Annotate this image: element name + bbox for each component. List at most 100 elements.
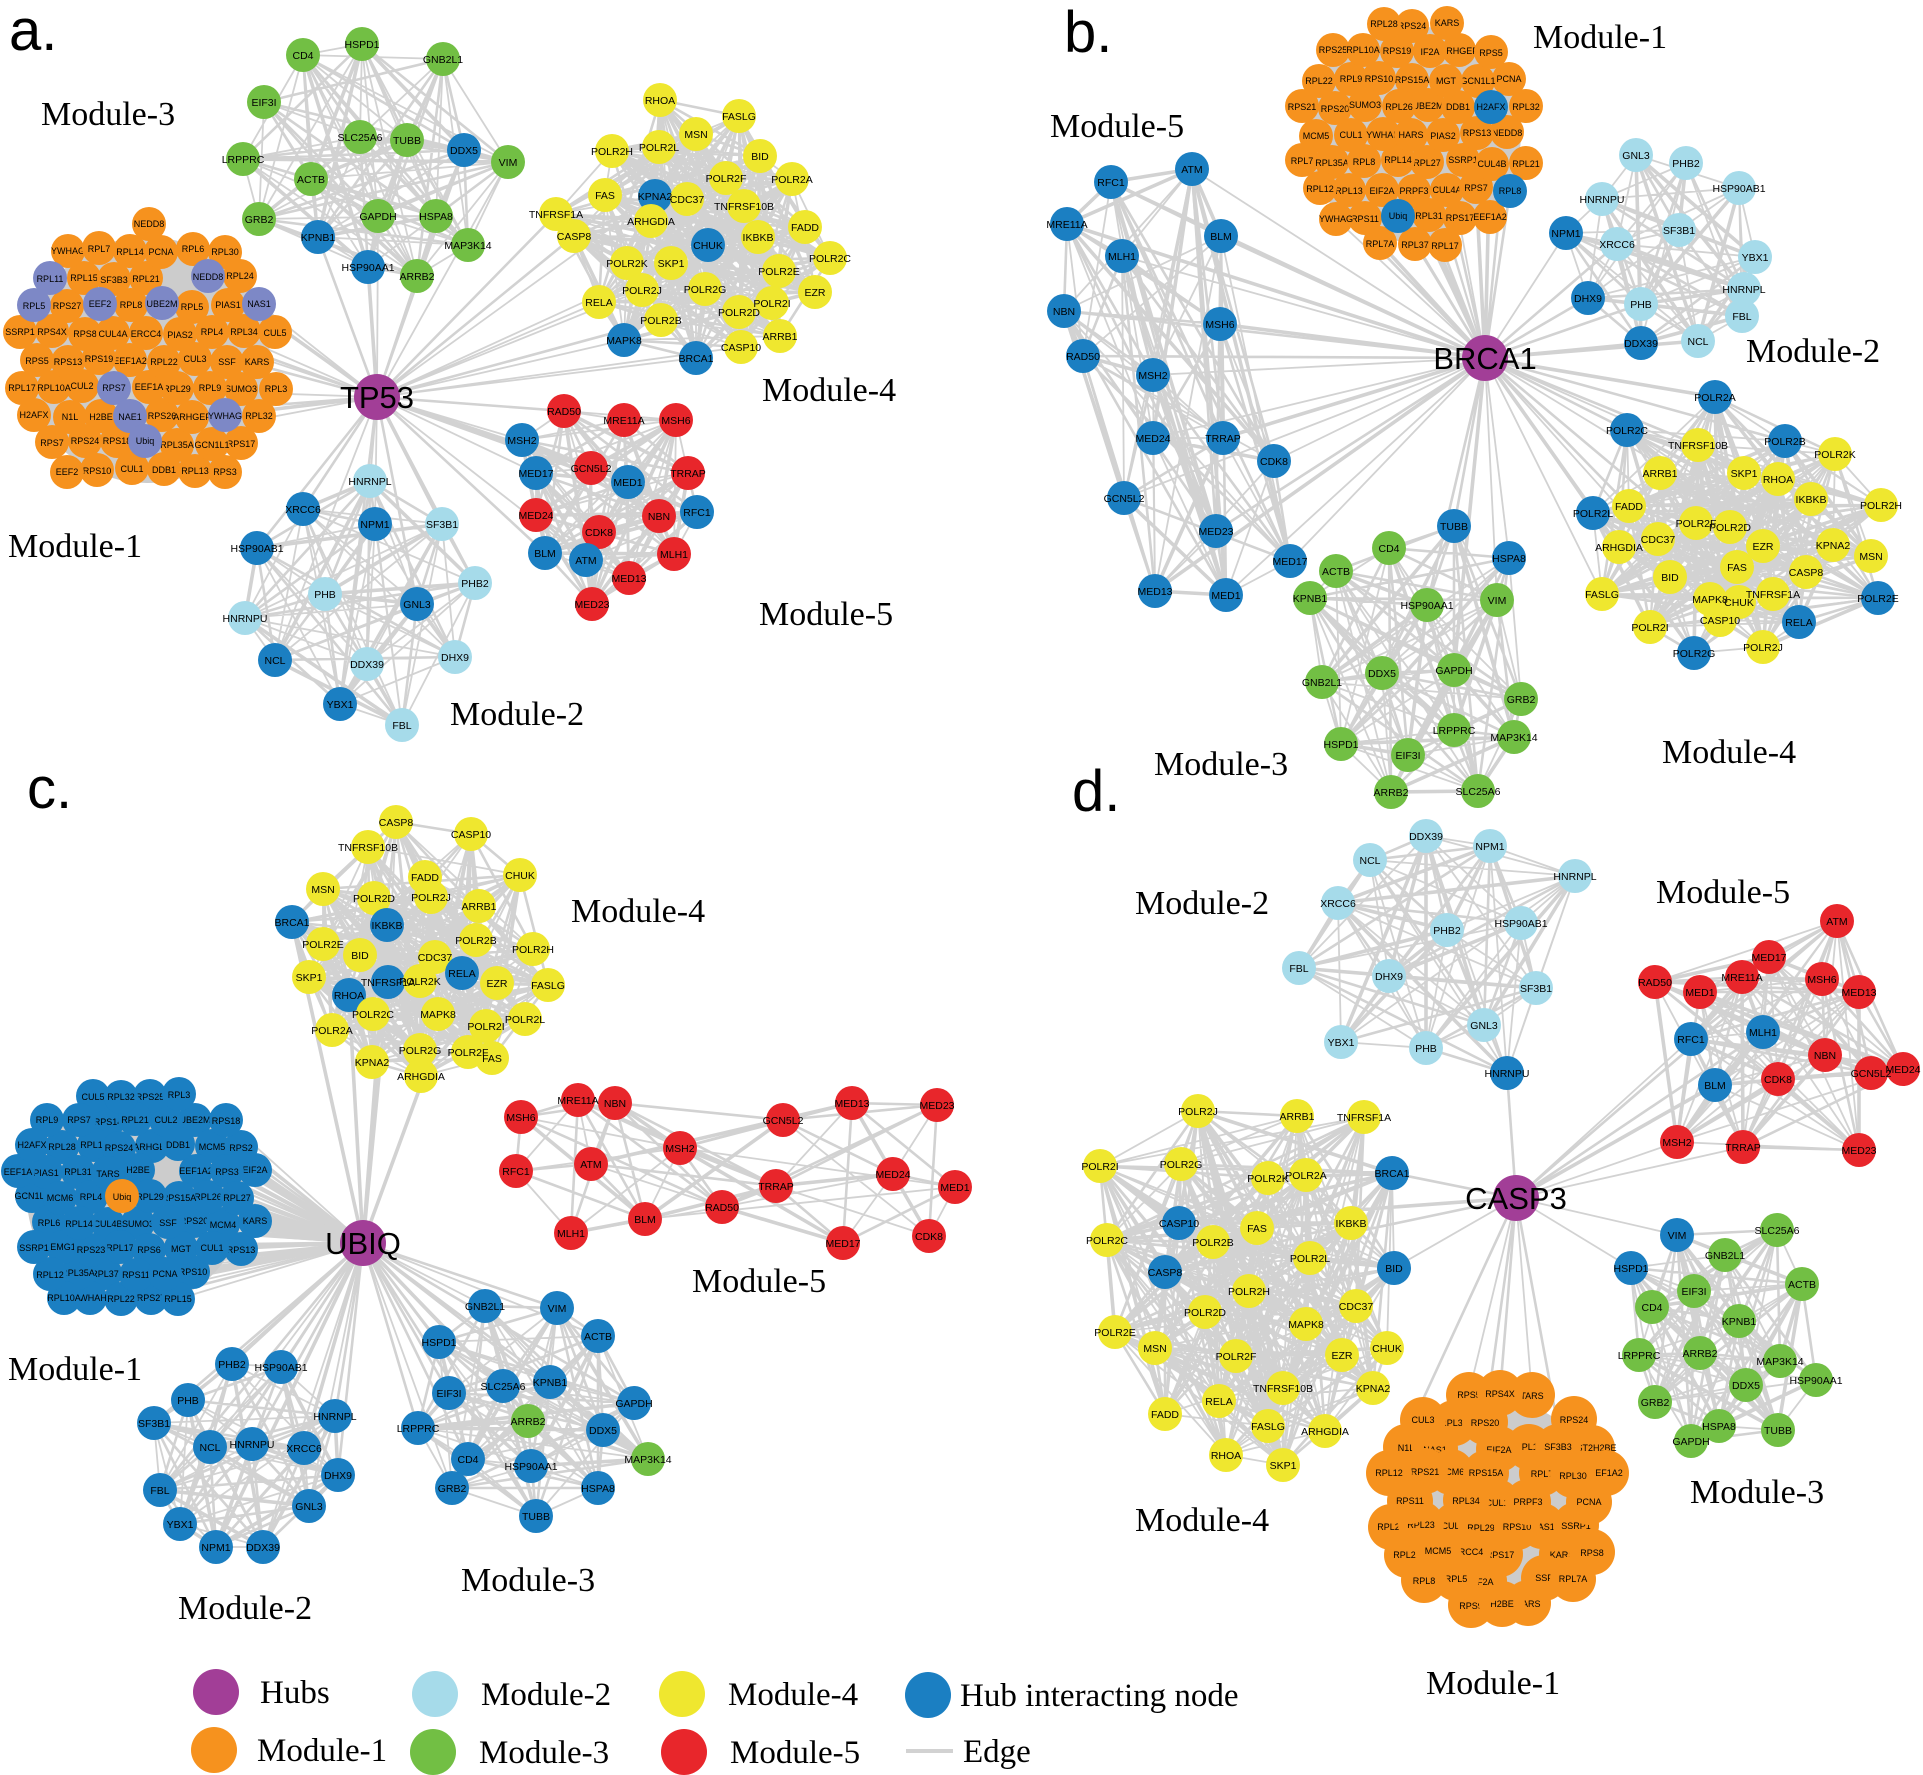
svg-text:IF2A: IF2A [1474,1577,1493,1587]
svg-text:TNFRSF10B: TNFRSF10B [1668,440,1728,452]
svg-text:EZR: EZR [487,978,508,990]
svg-text:RPS13: RPS13 [54,357,83,367]
svg-text:POLR2H: POLR2H [512,944,554,956]
svg-text:MGT: MGT [1436,76,1456,86]
svg-text:RPL30: RPL30 [211,247,239,257]
svg-text:RPL29: RPL29 [163,384,191,394]
svg-text:KARS: KARS [1435,18,1460,28]
svg-text:POLR2K: POLR2K [1814,449,1855,461]
svg-text:HSP90AA1: HSP90AA1 [341,262,394,274]
svg-text:GCN1L1: GCN1L1 [194,440,229,450]
svg-text:N1L: N1L [62,412,79,422]
svg-text:UBE2M: UBE2M [1412,101,1443,111]
svg-text:MRE11A: MRE11A [1046,219,1087,231]
svg-text:IKBKB: IKBKB [372,920,403,932]
svg-text:Edge: Edge [963,1734,1031,1770]
svg-text:POLR2C: POLR2C [1606,425,1648,437]
svg-text:YBX1: YBX1 [327,699,354,711]
svg-text:GNL3: GNL3 [403,599,431,611]
svg-text:FAS: FAS [482,1053,502,1065]
svg-text:DDB1: DDB1 [152,465,176,475]
svg-text:KPNB1: KPNB1 [533,1377,568,1389]
svg-text:HSPA8: HSPA8 [1492,553,1526,565]
svg-text:RAD50: RAD50 [1066,351,1100,363]
svg-text:RPL8: RPL8 [1353,157,1376,167]
svg-text:FADD: FADD [1615,501,1643,513]
svg-text:RPL17: RPL17 [1431,241,1459,251]
svg-text:PCNA: PCNA [148,247,173,257]
svg-text:TUBB: TUBB [522,1511,550,1523]
svg-text:RPL10A: RPL10A [37,383,71,393]
svg-text:CDK8: CDK8 [585,527,613,539]
svg-text:ATM: ATM [580,1159,601,1171]
svg-text:EEF1A2: EEF1A2 [113,356,147,366]
svg-text:POLR2L: POLR2L [639,142,679,154]
svg-text:MLH1: MLH1 [1108,251,1136,263]
svg-text:CHUK: CHUK [505,870,535,882]
svg-text:POLR2J: POLR2J [622,285,662,297]
svg-text:SLC25A6: SLC25A6 [338,132,383,144]
svg-text:BID: BID [351,950,369,962]
svg-text:DDX5: DDX5 [589,1425,617,1437]
svg-text:NBN: NBN [604,1098,626,1110]
svg-text:SUMO3: SUMO3 [1349,100,1381,110]
svg-text:SSRP1: SSRP1 [19,1243,49,1253]
svg-text:ARHGDIA: ARHGDIA [627,216,675,228]
svg-text:EEF2: EEF2 [56,467,79,477]
svg-text:GAPDH: GAPDH [359,211,396,223]
svg-text:NCL: NCL [1359,855,1380,867]
svg-text:NEDD8: NEDD8 [1492,128,1523,138]
svg-text:NAS1: NAS1 [247,299,271,309]
svg-text:TUBB: TUBB [1440,521,1468,533]
svg-text:RPL17: RPL17 [8,383,36,393]
svg-text:GNB2L1: GNB2L1 [1705,1250,1745,1262]
svg-text:RPL32: RPL32 [1512,102,1540,112]
svg-text:H2AFX: H2AFX [17,1140,46,1150]
svg-text:RPL13: RPL13 [181,466,209,476]
svg-text:RPL34: RPL34 [230,327,258,337]
svg-text:RPS27: RPS27 [53,301,82,311]
svg-text:NEDD8: NEDD8 [193,272,224,282]
svg-text:RELA: RELA [1205,1396,1232,1408]
svg-text:ARHGEF: ARHGEF [173,412,211,422]
svg-text:EEF1A2: EEF1A2 [179,1166,213,1176]
svg-text:VIM: VIM [499,157,518,169]
svg-text:PIAS2: PIAS2 [167,330,193,340]
svg-text:RPS19: RPS19 [85,354,114,364]
svg-text:Module-5: Module-5 [692,1263,826,1300]
svg-text:MED17: MED17 [1751,952,1786,964]
svg-text:EEF2: EEF2 [89,299,112,309]
svg-text:Ubiq: Ubiq [113,1192,132,1202]
svg-text:SSF: SSF [1535,1573,1553,1583]
svg-text:Module-4: Module-4 [1662,734,1796,771]
svg-text:MSN: MSN [1143,1343,1166,1355]
svg-text:GRB2: GRB2 [1641,1397,1670,1409]
svg-text:MED1: MED1 [940,1182,969,1194]
svg-text:FADD: FADD [791,222,819,234]
svg-text:RPL12: RPL12 [36,1270,64,1280]
svg-text:SF3B3: SF3B3 [100,275,128,285]
svg-text:PRPF3: PRPF3 [1399,186,1428,196]
svg-text:MED24: MED24 [1135,433,1170,445]
svg-text:RPL15: RPL15 [70,273,98,283]
svg-text:RPS25: RPS25 [136,1092,165,1102]
svg-text:RPS5: RPS5 [1479,48,1503,58]
svg-text:RPL3: RPL3 [168,1090,191,1100]
svg-text:MRE11A: MRE11A [603,415,644,427]
svg-text:H2BE: H2BE [126,1165,150,1175]
svg-text:NBN: NBN [648,511,670,523]
svg-text:PIAS2: PIAS2 [1430,131,1456,141]
svg-text:GCN1L1: GCN1L1 [1460,76,1495,86]
svg-text:POLR2G: POLR2G [1160,1159,1203,1171]
svg-text:TARS: TARS [1520,1391,1543,1401]
svg-text:CASP8: CASP8 [557,231,592,243]
svg-text:RPS27: RPS27 [137,1293,166,1303]
svg-text:ARHGDIA: ARHGDIA [1595,542,1643,554]
svg-text:NPM1: NPM1 [1475,841,1504,853]
svg-text:RPS3: RPS3 [213,467,237,477]
svg-text:IKBKB: IKBKB [1796,494,1827,506]
svg-text:RFC1: RFC1 [1097,177,1125,189]
svg-text:HNRNPL: HNRNPL [313,1411,356,1423]
svg-text:POLR2B: POLR2B [1192,1237,1233,1249]
svg-text:PIAS1: PIAS1 [215,300,241,310]
